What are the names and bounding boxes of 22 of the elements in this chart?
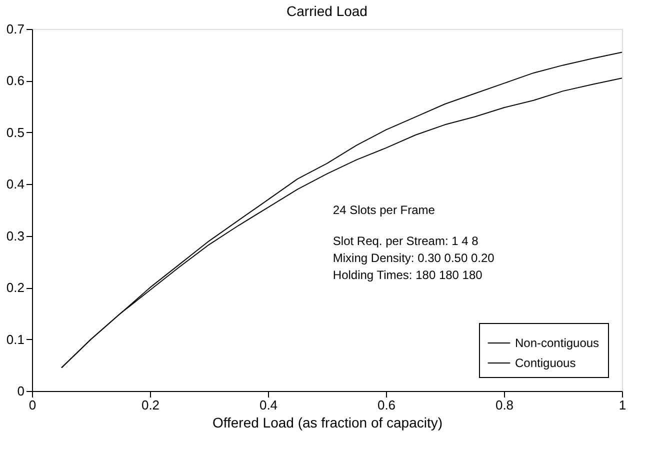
x-tick-label: 0 <box>28 398 36 412</box>
x-tick-label: 1 <box>618 398 626 412</box>
legend-label: Contiguous <box>515 356 576 370</box>
y-tick-label: 0.3 <box>6 228 24 244</box>
x-tick-label: 0.6 <box>377 398 396 412</box>
x-tick-label: 0.4 <box>259 398 278 412</box>
y-tick-label: 0.2 <box>6 280 24 296</box>
x-tick-label: 0.2 <box>141 398 160 412</box>
annotation: Holding Times: 180 180 180 <box>332 268 483 282</box>
annotation: Slot Req. per Stream: 1 4 8 <box>332 234 479 248</box>
legend-label: Non-contiguous <box>515 336 600 350</box>
annotation: Mixing Density: 0.30 0.50 0.20 <box>332 251 495 265</box>
y-tick-label: 0.4 <box>6 176 24 192</box>
y-tick-label: 0.6 <box>6 73 24 88</box>
y-tick-label: 0.5 <box>6 124 24 140</box>
chart-title: Carried Load <box>286 3 368 19</box>
annotation: 24 Slots per Frame <box>332 203 436 217</box>
x-axis-title: Offered Load (as fraction of capacity) <box>212 414 443 430</box>
y-tick-label: 0.1 <box>6 332 24 347</box>
y-tick-label: 0.7 <box>6 22 24 36</box>
x-tick-label: 0.8 <box>495 398 514 412</box>
y-tick-label: 0 <box>17 384 24 398</box>
